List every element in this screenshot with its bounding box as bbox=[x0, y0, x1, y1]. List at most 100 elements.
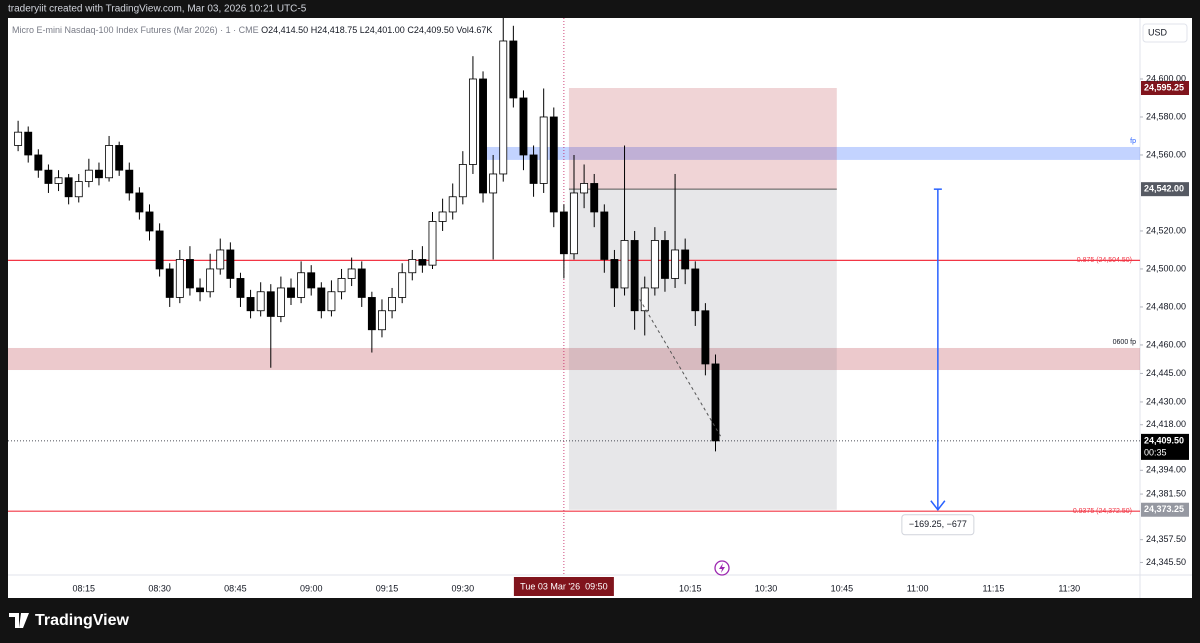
measure-label: −169.25, −677 bbox=[909, 519, 967, 529]
legend-value: 24,418.75 bbox=[317, 25, 357, 35]
candle-body bbox=[640, 287, 649, 312]
x-tick-label: 11:15 bbox=[983, 583, 1005, 593]
chart-pane bbox=[8, 18, 1192, 598]
candle-body bbox=[458, 164, 467, 198]
candle-body bbox=[34, 154, 43, 171]
crosshair-time-label: Tue 03 Mar '26 09:50 bbox=[520, 581, 607, 591]
y-tick-label: 24,357.50 bbox=[1146, 534, 1186, 544]
stop-price-label-box bbox=[1141, 502, 1189, 517]
candle-body bbox=[650, 240, 659, 289]
candle-body bbox=[408, 259, 417, 274]
candle-body bbox=[711, 363, 720, 442]
candle-body bbox=[74, 181, 83, 198]
legend-label: H bbox=[311, 25, 318, 35]
overlay: 0600 fp fp 0.875 (24,504.50) 0.9375 (24,372… bbox=[513, 81, 1189, 596]
zone-label: 0600 fp bbox=[1113, 339, 1136, 346]
candle-body bbox=[590, 183, 599, 213]
candle-body bbox=[175, 259, 184, 298]
y-tick-label: 24,520.00 bbox=[1146, 225, 1186, 235]
x-tick-label: 10:30 bbox=[755, 583, 778, 593]
header-caption: traderyiit created with TradingView.com,… bbox=[8, 4, 307, 15]
candle-body bbox=[297, 272, 306, 298]
y-tick-label: 24,560.00 bbox=[1146, 149, 1186, 159]
candle-body bbox=[499, 40, 508, 175]
legend: Micro E-mini Nasdaq-100 Index Futures (M… bbox=[12, 25, 492, 35]
level-label: 0.875 (24,504.50) bbox=[1077, 257, 1132, 264]
currency-button[interactable] bbox=[1142, 23, 1188, 43]
y-tick-label: 24,460.00 bbox=[1146, 339, 1186, 349]
legend-label: L bbox=[360, 25, 365, 35]
candle-body bbox=[145, 211, 154, 232]
candle-body bbox=[428, 221, 437, 266]
candle-body bbox=[337, 278, 346, 293]
plot-area bbox=[8, 18, 1140, 575]
candle-body bbox=[64, 177, 73, 198]
entry-price-label: 24,542.00 bbox=[1144, 184, 1184, 194]
candle-body bbox=[105, 145, 114, 179]
candle-body bbox=[307, 272, 316, 289]
candle-body bbox=[570, 192, 578, 255]
candle-body bbox=[549, 116, 558, 213]
x-tick-label: 11:00 bbox=[907, 583, 929, 593]
trend-line bbox=[639, 299, 721, 437]
candle-body bbox=[438, 211, 447, 222]
x-tick-label: 09:15 bbox=[376, 583, 399, 593]
legend-value: 24,414.50 bbox=[268, 25, 308, 35]
candle-body bbox=[418, 259, 427, 266]
candle-body bbox=[701, 310, 710, 365]
countdown: 00:35 bbox=[1144, 447, 1167, 457]
candle-body bbox=[95, 169, 103, 179]
y-tick-label: 24,480.00 bbox=[1146, 301, 1186, 311]
candle-body bbox=[125, 169, 134, 194]
candle-body bbox=[54, 177, 63, 184]
candle-body bbox=[630, 240, 639, 312]
y-tick-label: 24,580.00 bbox=[1146, 111, 1186, 121]
candle-body bbox=[620, 240, 629, 289]
candle-body bbox=[529, 154, 538, 184]
candle-body bbox=[600, 211, 609, 260]
candle-body bbox=[84, 169, 93, 182]
candle-body bbox=[661, 240, 669, 279]
alert-icon[interactable] bbox=[714, 560, 730, 576]
measure-head bbox=[930, 500, 946, 511]
legend-label: C bbox=[407, 25, 414, 35]
x-tick-label: 11:30 bbox=[1058, 583, 1080, 593]
candle-body bbox=[266, 291, 275, 317]
x-tick-label: 08:15 bbox=[73, 583, 96, 593]
legend-value: 4.67K bbox=[469, 25, 493, 35]
y-tick-label: 24,394.00 bbox=[1146, 465, 1186, 475]
x-tick-label: 09:30 bbox=[452, 583, 475, 593]
y-tick-label: 24,500.00 bbox=[1146, 263, 1186, 273]
x-tick-label: 08:30 bbox=[148, 583, 171, 593]
candle-body bbox=[165, 268, 174, 298]
candle-body bbox=[216, 249, 225, 270]
legend-value: 24,401.00 bbox=[365, 25, 405, 35]
y-tick-label: 24,600.00 bbox=[1146, 73, 1186, 83]
currency[interactable]: USD bbox=[1148, 27, 1168, 37]
x-tick-label: 08:45 bbox=[224, 583, 247, 593]
candle-body bbox=[185, 259, 194, 289]
brand: TradingView bbox=[35, 612, 130, 629]
legend-label: O bbox=[261, 25, 268, 35]
candle-body bbox=[196, 287, 204, 293]
crosshair-time-box bbox=[513, 577, 614, 596]
position-target bbox=[568, 88, 837, 190]
candle-body bbox=[287, 287, 295, 298]
candle-body bbox=[155, 230, 164, 270]
candle-body bbox=[519, 97, 528, 156]
target-price-label: 24,595.25 bbox=[1144, 82, 1184, 92]
brand-logo bbox=[9, 613, 29, 628]
y-tick-label: 24,345.50 bbox=[1146, 557, 1186, 567]
candle-body bbox=[378, 310, 386, 331]
candle-body bbox=[489, 173, 498, 194]
candle-body bbox=[44, 169, 53, 184]
y-tick-label: 24,418.00 bbox=[1146, 419, 1186, 429]
legend-label: Vol bbox=[456, 25, 469, 35]
y-tick-label: 24,381.50 bbox=[1146, 488, 1186, 498]
candle-body bbox=[246, 297, 255, 312]
candle-body bbox=[681, 249, 690, 270]
candle-body bbox=[580, 183, 589, 194]
candle-body bbox=[559, 211, 568, 255]
candle-body bbox=[479, 78, 487, 194]
stop-price-label: 24,373.25 bbox=[1144, 504, 1184, 514]
